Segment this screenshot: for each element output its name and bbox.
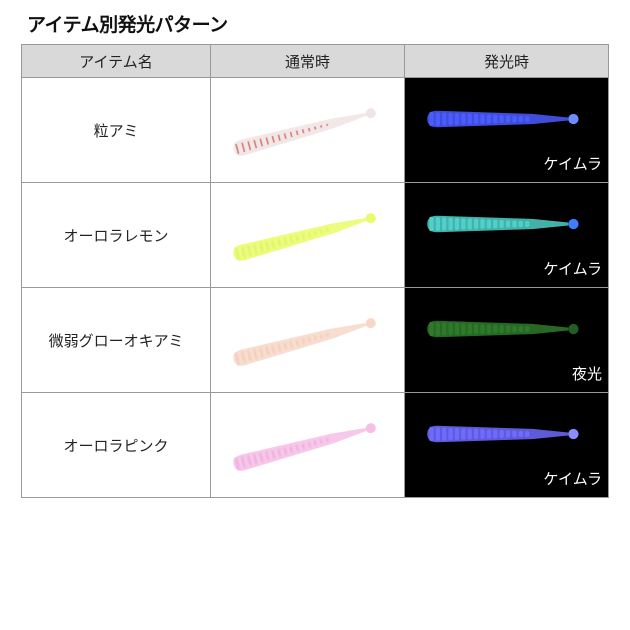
header-item-name: アイテム名 bbox=[21, 44, 211, 78]
table-header-row: アイテム名 通常時 発光時 bbox=[21, 44, 609, 78]
table-row: オーロラレモン ケイムラ bbox=[21, 182, 609, 288]
glow-type-label: ケイムラ bbox=[543, 260, 602, 278]
lure-image bbox=[232, 213, 376, 261]
lure-image bbox=[232, 423, 376, 471]
glow-cell: 夜光 bbox=[404, 287, 609, 393]
header-normal: 通常時 bbox=[210, 44, 405, 78]
glow-cell: ケイムラ bbox=[404, 77, 609, 183]
header-glow: 発光時 bbox=[404, 44, 609, 78]
normal-cell bbox=[210, 77, 405, 183]
item-name: オーロラピンク bbox=[21, 392, 211, 498]
page-title: アイテム別発光パターン bbox=[27, 14, 228, 36]
lure-image bbox=[427, 215, 579, 233]
glow-cell: ケイムラ bbox=[404, 182, 609, 288]
lure-image bbox=[232, 108, 376, 156]
lure-image bbox=[427, 425, 579, 443]
normal-cell bbox=[210, 392, 405, 498]
lure-image bbox=[232, 318, 376, 366]
table-row: 微弱グローオキアミ 夜光 bbox=[21, 287, 609, 393]
glow-type-label: ケイムラ bbox=[543, 470, 602, 488]
table-row: 粒アミ ケイムラ bbox=[21, 77, 609, 183]
glow-type-label: ケイムラ bbox=[543, 155, 602, 173]
glow-cell: ケイムラ bbox=[404, 392, 609, 498]
item-name: オーロラレモン bbox=[21, 182, 211, 288]
glow-pattern-table: アイテム名 通常時 発光時 粒アミ ケイムラ オーロラレモン ケイムラ 微弱グローオ… bbox=[21, 44, 609, 498]
normal-cell bbox=[210, 287, 405, 393]
item-name: 微弱グローオキアミ bbox=[21, 287, 211, 393]
normal-cell bbox=[210, 182, 405, 288]
glow-type-label: 夜光 bbox=[571, 365, 602, 383]
lure-image bbox=[427, 320, 579, 338]
item-name: 粒アミ bbox=[21, 77, 211, 183]
lure-image bbox=[427, 110, 579, 128]
table-row: オーロラピンク ケイムラ bbox=[21, 392, 609, 498]
